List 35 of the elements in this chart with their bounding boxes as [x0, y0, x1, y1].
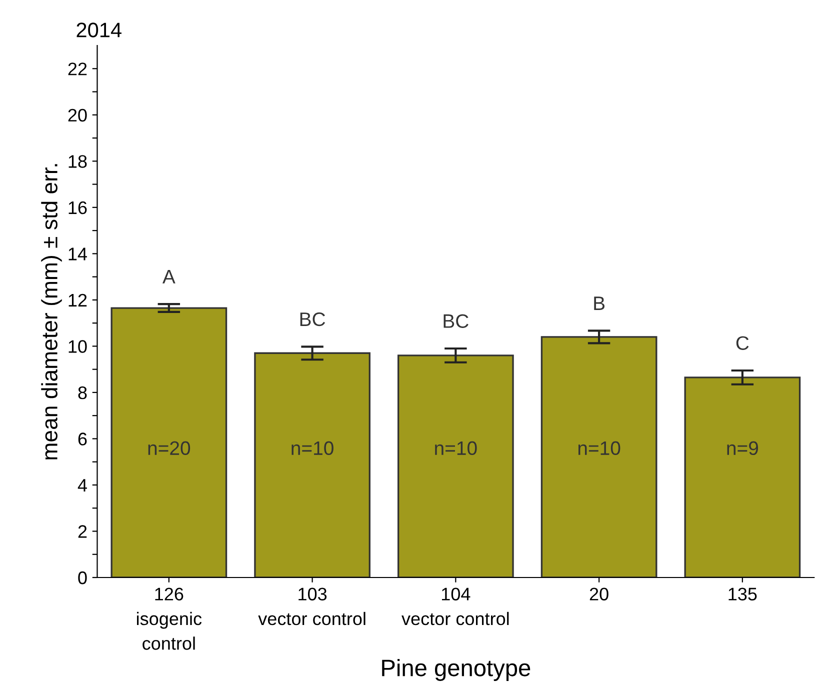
annotation: A [162, 270, 176, 284]
bar [110, 307, 228, 578]
annotation: n=10 [435, 441, 477, 456]
chart-title: 2014 [76, 22, 122, 38]
y-tick-label: 22 [68, 62, 87, 76]
annotation: n=10 [292, 441, 334, 456]
annotation: n=20 [148, 441, 190, 456]
x-tick-label: 104 vector control [402, 588, 509, 626]
annotation: B [594, 296, 605, 310]
bar [540, 336, 658, 578]
bar [684, 376, 801, 578]
y-axis-title: mean diameter (mm) ± std err. [41, 164, 62, 460]
annotation: BC [300, 312, 326, 326]
y-tick-label: 18 [68, 155, 87, 168]
annotation: n=10 [578, 441, 620, 456]
y-tick-label: 16 [68, 201, 87, 214]
annotation: BC [444, 314, 468, 328]
x-tick-label: 103 vector control [258, 588, 366, 626]
bar [397, 354, 514, 578]
x-tick-label: 20 [590, 588, 608, 600]
y-tick-label: 0 [78, 571, 87, 584]
y-tick-label: 4 [78, 479, 87, 492]
x-tick-label: 126 isogenic control [137, 588, 202, 650]
y-tick-label: 2 [78, 525, 87, 538]
y-tick-label: 6 [78, 432, 87, 446]
annotation: n=9 [727, 441, 758, 456]
y-tick-label: 12 [68, 294, 87, 306]
x-tick-label: 135 [728, 588, 757, 600]
y-tick-label: 10 [68, 340, 87, 353]
y-tick-label: 14 [68, 248, 87, 260]
annotation: C [736, 336, 749, 350]
y-tick-label: 8 [78, 386, 87, 400]
x-axis-title: Pine genotype [382, 658, 530, 681]
bar [254, 352, 370, 578]
y-tick-label: 20 [68, 108, 87, 122]
